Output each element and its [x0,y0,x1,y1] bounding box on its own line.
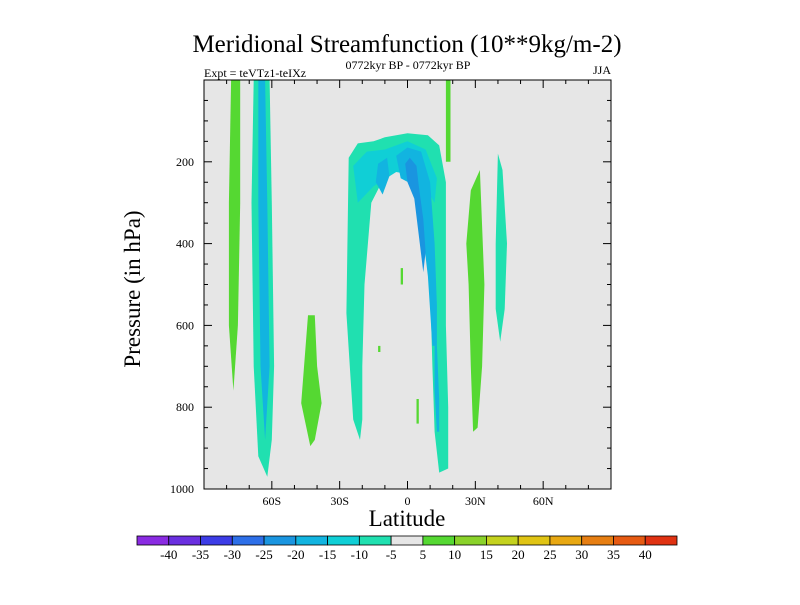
contour-blue-core-70s [258,80,270,440]
contour-green-dot-mid [378,345,381,352]
contour-blue-lower-extension [434,345,440,432]
x-tick-label: 0 [405,494,411,508]
colorbar-box [390,535,424,546]
colorbar-box [136,535,170,546]
colorbar-box [549,535,583,546]
colorbar-box [644,535,678,546]
contour-cyan-small-40n [495,153,507,342]
y-tick-label: 600 [176,318,194,332]
colorbar-box [200,535,233,546]
colorbar-label: 20 [512,547,525,562]
colorbar-box [613,535,646,546]
colorbar-box [517,535,551,546]
colorbar-label: -5 [386,547,397,562]
colorbar-box [422,535,456,546]
colorbar-box [581,535,614,546]
right-subtitle: JJA [593,63,611,77]
y-tick-label: 200 [176,155,194,169]
colorbar-label: 25 [543,547,556,562]
contour-blue-core-left [375,157,390,195]
x-tick-label: 30N [465,494,486,508]
plot-area: 60S 30S 0 30N 60N 200 400 600 800 1000 [170,79,612,508]
colorbar-box [358,535,392,546]
colorbar-label: 30 [575,547,588,562]
colorbar-label: 15 [480,547,493,562]
colorbar-label: 5 [420,547,427,562]
contour-green-strip-30n [445,80,451,162]
colorbar-box [454,535,487,546]
x-axis-label: Latitude [369,506,446,531]
colorbar-label: 40 [639,547,652,562]
colorbar-label: -25 [255,547,272,562]
colorbar-box [327,535,360,546]
x-tick-label: 30S [330,494,349,508]
colorbar-box [231,535,265,546]
y-tick-label: 1000 [170,482,194,496]
contour-green-right-plume [466,170,485,432]
colorbar-label: -15 [319,547,336,562]
colorbar-box [486,535,519,546]
colorbar-label: -35 [192,547,209,562]
x-tick-label: 60S [262,494,281,508]
y-tick-label: 800 [176,400,194,414]
y-axis-label: Pressure (in hPa) [120,210,145,367]
chart-title: Meridional Streamfunction (10**9kg/m-2) [192,31,621,58]
contour-green-dot-upper [400,268,403,285]
contour-green-dot-low [416,399,419,424]
contour-green-blob-40s [301,315,322,447]
colorbar-label: 10 [448,547,461,562]
colorbar-box [168,535,201,546]
colorbar-box [295,535,328,546]
colorbar: -40 -35 -30 -25 -20 -15 -10 -5 5 10 15 20 25 30 35 40 [136,535,678,562]
contour-blue-core-main [396,147,437,346]
colorbar-label: -40 [160,547,177,562]
colorbar-label: 35 [607,547,620,562]
contour-green-strip-80s [228,80,241,391]
y-tick-label: 400 [176,237,194,251]
center-subtitle: 0772kyr BP - 0772kyr BP [346,58,471,72]
colorbar-label: -20 [287,547,304,562]
colorbar-label: -30 [224,547,241,562]
colorbar-label: -10 [351,547,368,562]
left-subtitle: Expt = teVTz1-teIXz [204,66,306,80]
x-tick-label: 60N [533,494,554,508]
contour-blue-inner-core [405,157,426,273]
colorbar-box [263,535,297,546]
